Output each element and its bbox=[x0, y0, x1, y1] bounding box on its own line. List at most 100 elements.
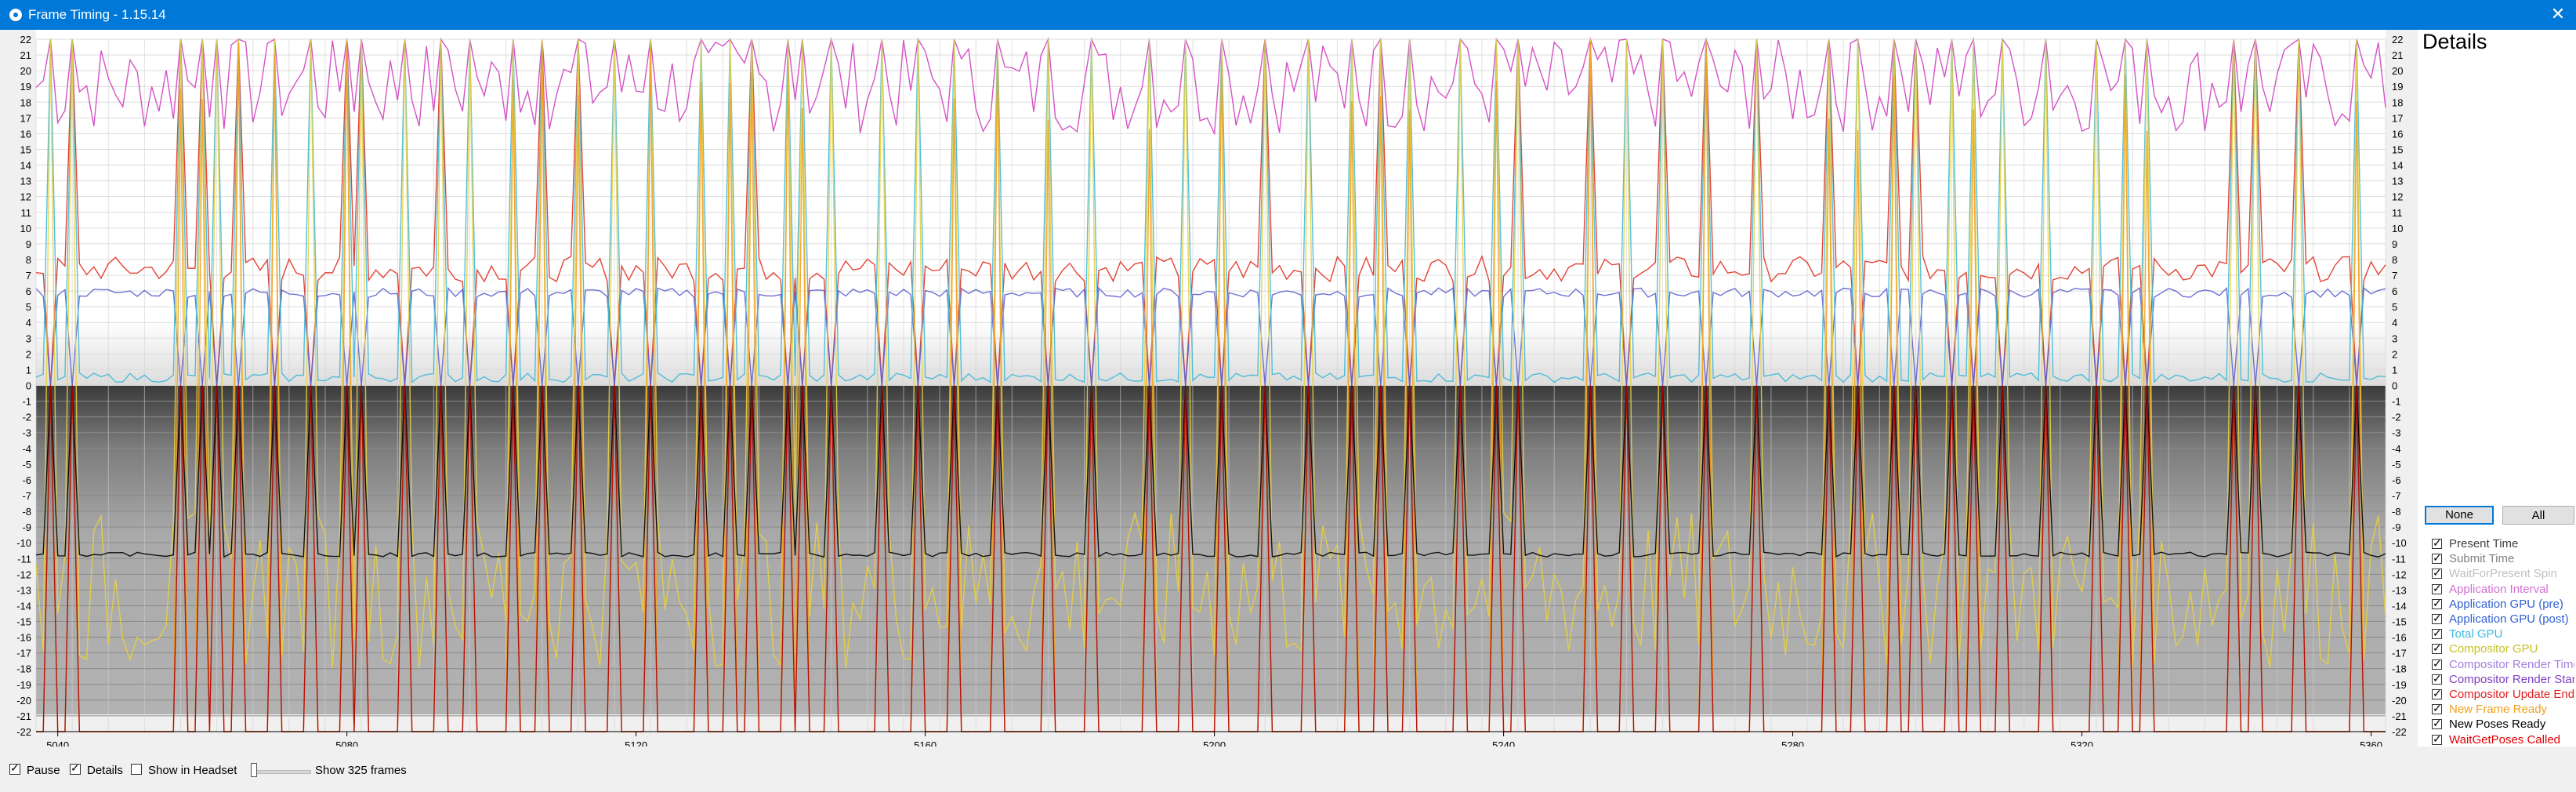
y-tick-label: 11 bbox=[2392, 207, 2403, 219]
y-tick-label: -14 bbox=[2392, 600, 2407, 612]
series-label: WaitGetPoses Called bbox=[2449, 732, 2561, 747]
y-tick-label: 20 bbox=[2392, 65, 2403, 77]
frame-timing-graph: 222120191817161514131211109876543210-1-2… bbox=[16, 30, 2407, 747]
y-tick-label: -2 bbox=[2392, 412, 2401, 423]
details-checkbox[interactable] bbox=[70, 761, 81, 775]
y-tick-label: 13 bbox=[20, 176, 31, 187]
series-line bbox=[35, 286, 2386, 386]
series-checkbox[interactable] bbox=[2432, 717, 2442, 730]
y-tick-label: 9 bbox=[26, 238, 31, 250]
y-tick-label: -21 bbox=[16, 710, 31, 722]
series-checkbox[interactable] bbox=[2432, 597, 2442, 610]
series-checkbox[interactable] bbox=[2432, 627, 2442, 640]
y-tick-label: 9 bbox=[2392, 238, 2397, 250]
select-all-button[interactable]: All bbox=[2502, 506, 2574, 525]
series-label: Application GPU (post) bbox=[2449, 612, 2569, 626]
x-tick-label: 5360 bbox=[2360, 739, 2382, 747]
y-tick-label: -5 bbox=[2392, 459, 2401, 470]
y-tick-label: 3 bbox=[2392, 332, 2397, 344]
y-tick-label: -10 bbox=[16, 537, 31, 549]
pause-label: Pause bbox=[27, 764, 60, 777]
y-tick-label: -7 bbox=[22, 490, 31, 502]
y-tick-label: -2 bbox=[22, 412, 31, 423]
series-label: New Frame Ready bbox=[2449, 703, 2548, 717]
y-tick-label: 5 bbox=[26, 301, 31, 313]
series-checkbox[interactable] bbox=[2432, 641, 2442, 655]
y-tick-label: -19 bbox=[16, 679, 31, 691]
x-tick-label: 5200 bbox=[1203, 739, 1226, 747]
y-tick-label: -4 bbox=[22, 443, 31, 455]
pause-checkbox[interactable] bbox=[9, 761, 20, 775]
y-tick-label: -16 bbox=[2392, 632, 2407, 644]
y-tick-label: -11 bbox=[2392, 553, 2406, 565]
x-tick-label: 5240 bbox=[1492, 739, 1515, 747]
y-tick-label: -17 bbox=[16, 648, 31, 659]
series-line bbox=[35, 38, 2386, 386]
frames-slider-track[interactable] bbox=[251, 770, 311, 774]
y-tick-label: -16 bbox=[16, 632, 31, 644]
show-in-headset-checkbox[interactable] bbox=[131, 764, 142, 775]
y-tick-label: -4 bbox=[2392, 443, 2401, 455]
x-tick-label: 5280 bbox=[1781, 739, 1804, 747]
y-tick-label: -12 bbox=[16, 569, 31, 580]
frames-slider-thumb[interactable] bbox=[251, 763, 257, 777]
series-checkbox[interactable] bbox=[2432, 551, 2442, 565]
series-label: Present Time bbox=[2449, 537, 2519, 550]
frames-count-label: Show 325 frames bbox=[315, 764, 407, 777]
y-tick-label: 2 bbox=[26, 348, 31, 360]
y-tick-label: 3 bbox=[26, 332, 31, 344]
show-in-headset-label: Show in Headset bbox=[148, 764, 237, 777]
y-tick-label: -1 bbox=[2392, 396, 2401, 408]
y-tick-label: -12 bbox=[2392, 569, 2407, 580]
y-tick-label: 10 bbox=[2392, 223, 2403, 234]
series-label: Application Interval bbox=[2449, 582, 2549, 596]
series-checkbox[interactable] bbox=[2432, 732, 2442, 746]
x-tick-label: 5160 bbox=[914, 739, 937, 747]
series-checkbox[interactable] bbox=[2432, 566, 2442, 579]
status-bar: Pause Details Show in Headset Show 325 f… bbox=[0, 747, 2576, 792]
y-tick-label: -22 bbox=[16, 726, 31, 738]
series-line bbox=[35, 38, 2386, 669]
window-title: Frame Timing - 1.15.14 bbox=[28, 7, 166, 22]
y-tick-label: 11 bbox=[21, 207, 32, 219]
y-tick-label: 18 bbox=[20, 96, 31, 108]
details-panel: Details None All Present Time Submit Time… bbox=[2418, 30, 2576, 747]
y-tick-label: 6 bbox=[26, 285, 31, 297]
series-checkbox[interactable] bbox=[2432, 657, 2442, 670]
details-title: Details bbox=[2422, 30, 2487, 53]
y-tick-label: -17 bbox=[2392, 648, 2407, 659]
y-tick-label: 16 bbox=[20, 128, 31, 140]
y-tick-label: -1 bbox=[22, 396, 31, 408]
y-tick-label: -9 bbox=[2392, 521, 2401, 533]
y-tick-label: 17 bbox=[20, 112, 31, 124]
select-none-button[interactable]: None bbox=[2425, 506, 2494, 525]
y-tick-label: 8 bbox=[2392, 254, 2397, 266]
series-line bbox=[35, 385, 2386, 558]
y-tick-label: 22 bbox=[20, 34, 31, 45]
close-button[interactable]: ✕ bbox=[2540, 0, 2576, 30]
y-tick-label: -3 bbox=[22, 427, 31, 439]
series-checkbox[interactable] bbox=[2432, 536, 2442, 550]
y-tick-label: 8 bbox=[26, 254, 31, 266]
y-tick-label: 18 bbox=[2392, 96, 2403, 108]
series-checkbox[interactable] bbox=[2432, 612, 2442, 625]
series-checkbox[interactable] bbox=[2432, 687, 2442, 700]
y-tick-label: -18 bbox=[2392, 663, 2407, 675]
series-checkbox[interactable] bbox=[2432, 582, 2442, 595]
y-tick-label: 0 bbox=[26, 380, 31, 392]
series-checkbox[interactable] bbox=[2432, 672, 2442, 685]
y-tick-label: 7 bbox=[2392, 270, 2397, 282]
y-tick-label: 1 bbox=[2392, 364, 2397, 376]
y-tick-label: 5 bbox=[2392, 301, 2397, 313]
y-tick-label: 17 bbox=[2392, 112, 2403, 124]
y-tick-label: -18 bbox=[16, 663, 31, 675]
y-tick-label: 1 bbox=[26, 364, 31, 376]
series-label: Compositor Render Time bbox=[2449, 657, 2574, 671]
series-label: Submit Time bbox=[2449, 552, 2515, 566]
series-checkbox[interactable] bbox=[2432, 702, 2442, 715]
y-tick-label: 12 bbox=[20, 191, 31, 203]
y-tick-label: -10 bbox=[2392, 537, 2407, 549]
y-tick-label: -13 bbox=[2392, 584, 2407, 596]
y-tick-label: 4 bbox=[2392, 317, 2397, 329]
details-label: Details bbox=[87, 764, 123, 777]
